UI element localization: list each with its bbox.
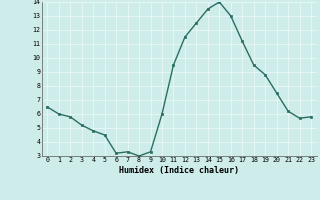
X-axis label: Humidex (Indice chaleur): Humidex (Indice chaleur) [119, 166, 239, 175]
